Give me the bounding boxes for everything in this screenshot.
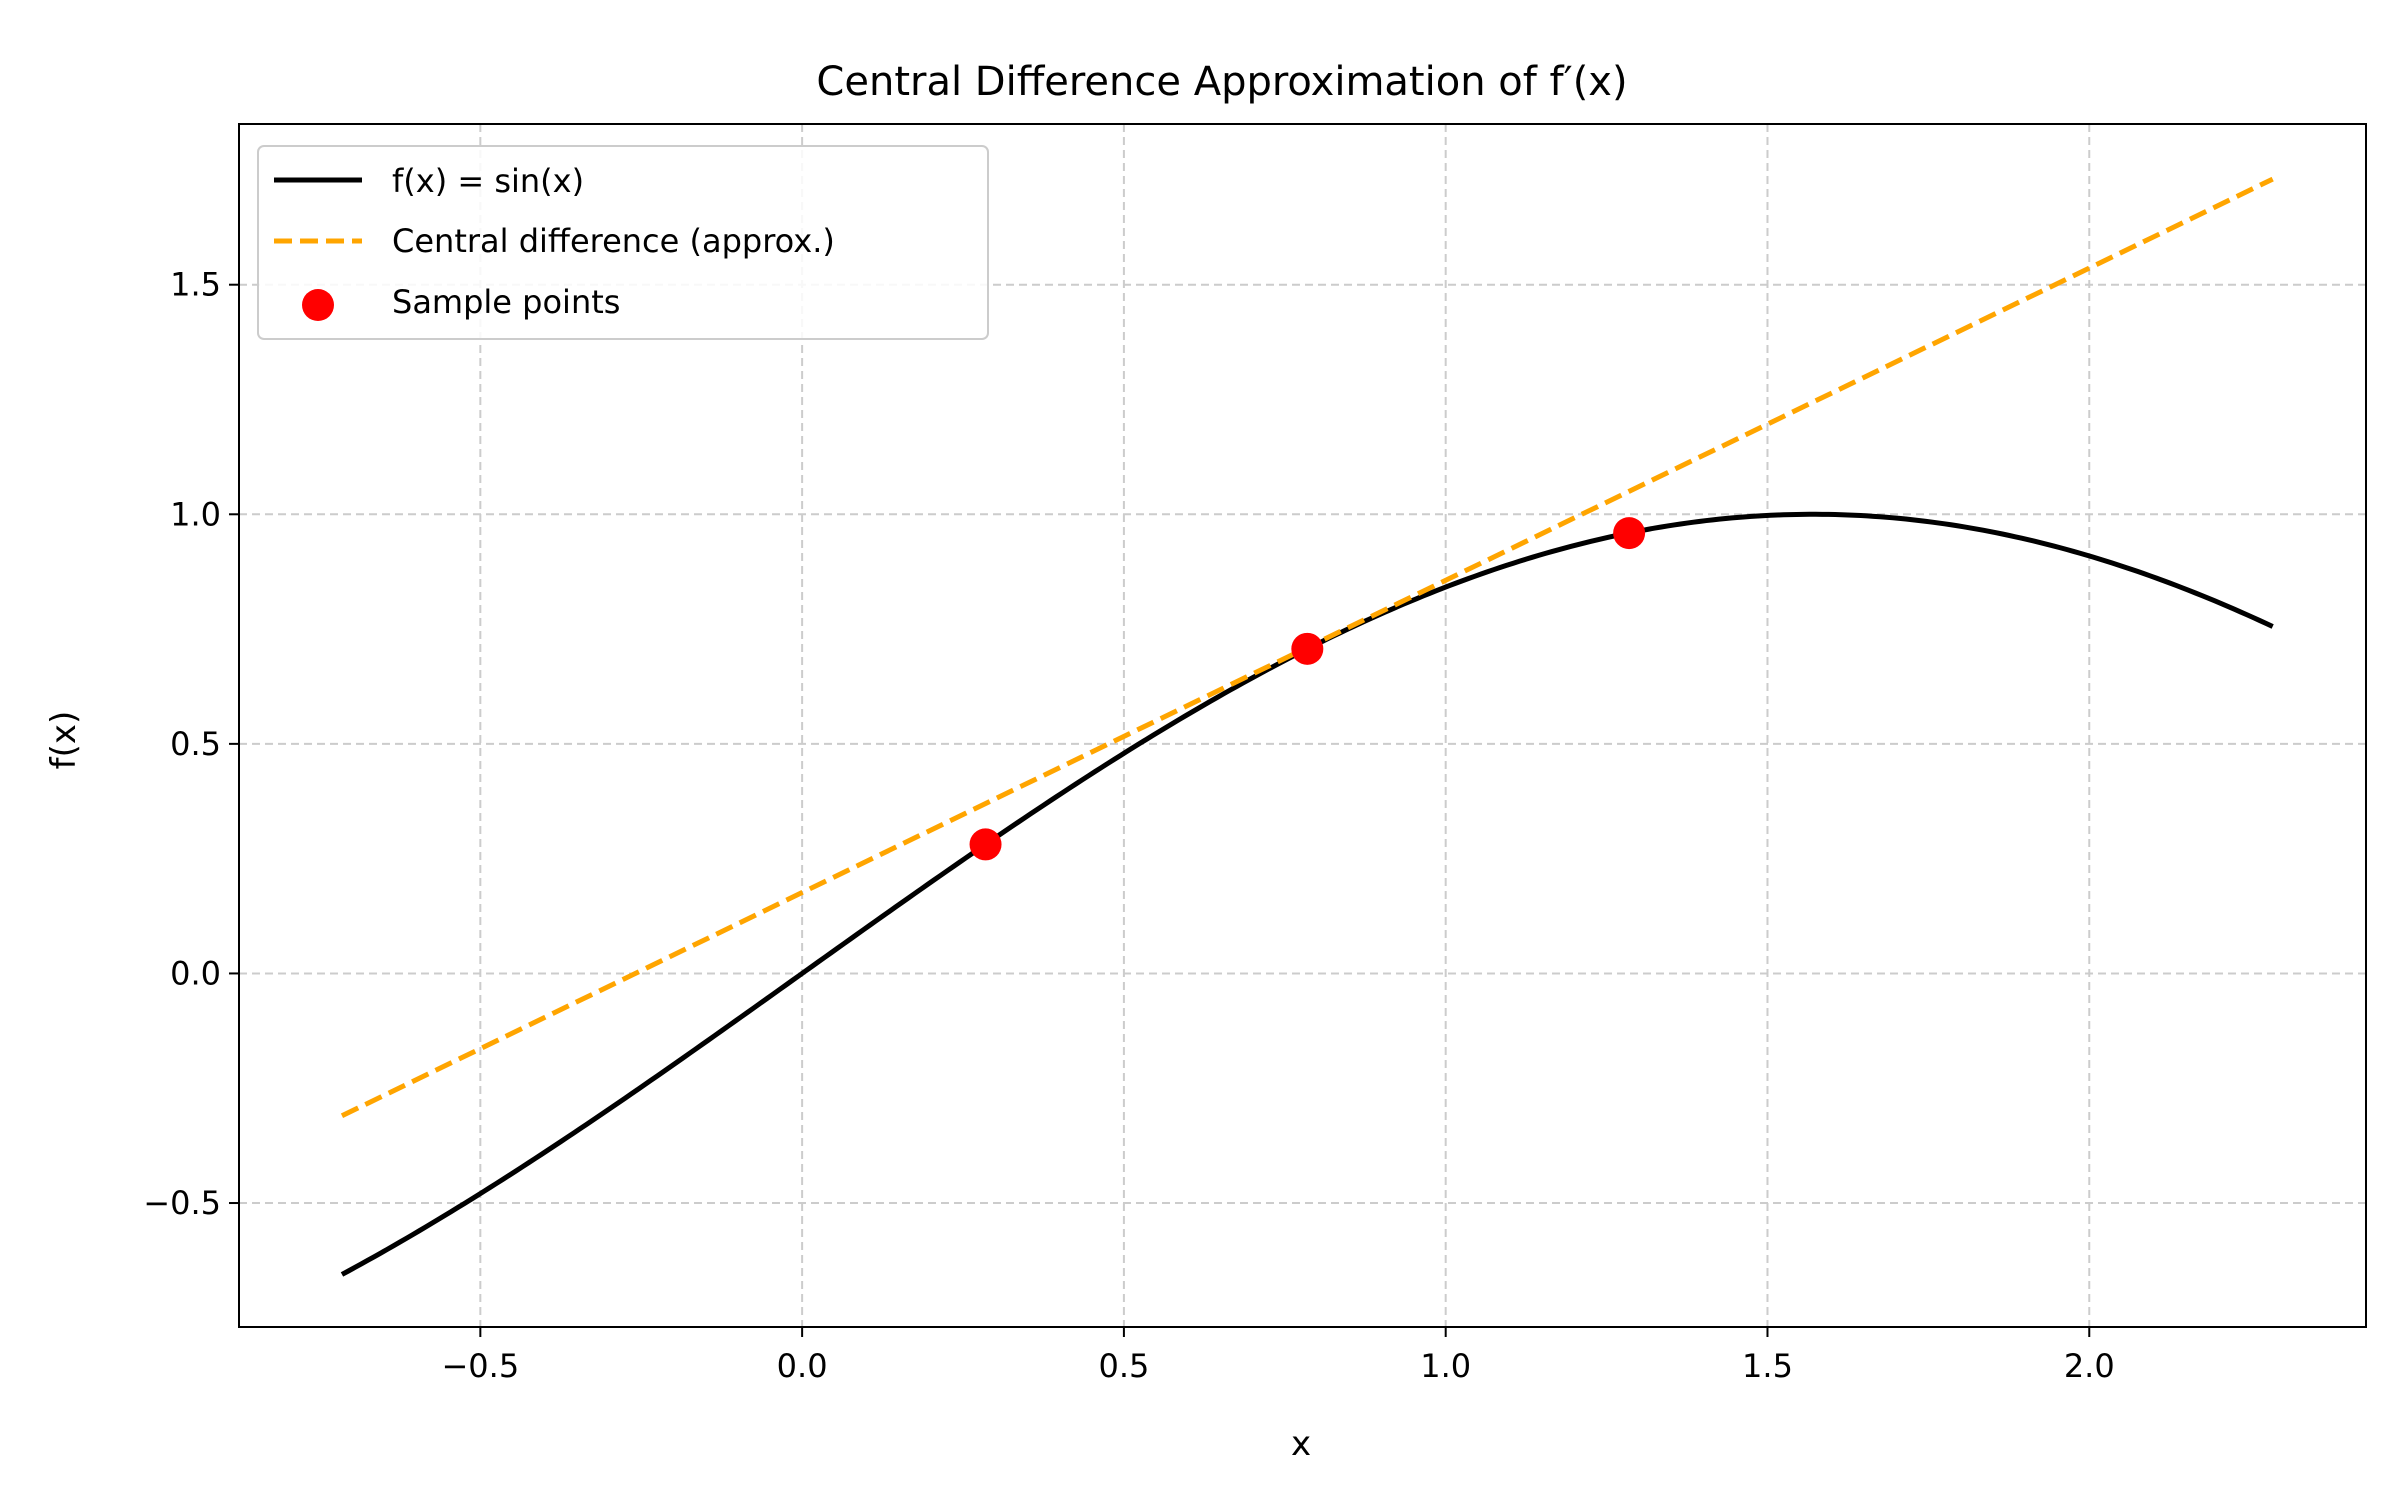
axes-frame xyxy=(238,123,2367,1328)
legend-label-sample-points: Sample points xyxy=(392,283,620,321)
legend-label-central-difference: Central difference (approx.) xyxy=(392,222,835,260)
x-tick-label: −0.5 xyxy=(441,1347,519,1385)
legend-marker-sample xyxy=(302,289,334,321)
y-tick-label: 1.0 xyxy=(170,495,221,533)
x-tick-label: 1.0 xyxy=(1420,1347,1471,1385)
sample-point xyxy=(1291,632,1324,665)
sample-point xyxy=(969,828,1002,861)
axis-ticks: −0.5 0.0 0.5 1.0 1.5 2.0 −0.5 0.0 0.5 1.0 1.5 xyxy=(143,266,2114,1385)
legend-label-function: f(x) = sin(x) xyxy=(392,162,584,200)
y-tick-label: 0.5 xyxy=(170,725,221,763)
x-tick-label: 2.0 xyxy=(2064,1347,2115,1385)
x-tick-label: 0.0 xyxy=(777,1347,828,1385)
x-tick-label: 1.5 xyxy=(1742,1347,1793,1385)
y-tick-label: −0.5 xyxy=(143,1184,221,1222)
legend: f(x) = sin(x) Central difference (approx… xyxy=(257,145,989,340)
plot-area xyxy=(340,176,2274,1277)
x-axis-label: x xyxy=(1291,1424,1311,1464)
legend-box xyxy=(257,145,989,340)
y-tick-label: 1.5 xyxy=(170,266,221,304)
x-tick-label: 0.5 xyxy=(1098,1347,1149,1385)
y-axis-label: f(x) xyxy=(44,711,84,770)
chart-title: Central Difference Approximation of f′(x… xyxy=(816,59,1627,105)
sample-point xyxy=(1613,517,1646,550)
y-tick-label: 0.0 xyxy=(170,954,221,992)
